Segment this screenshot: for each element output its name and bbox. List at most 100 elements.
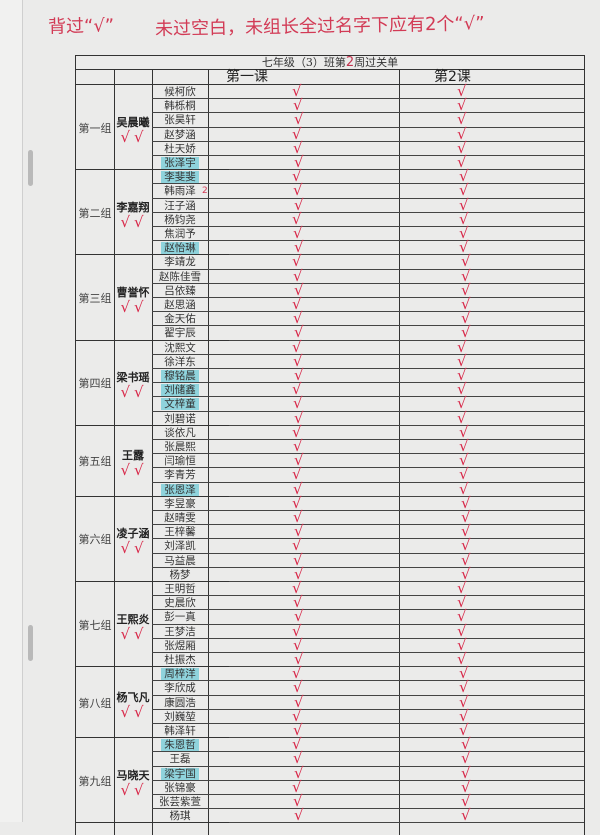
lesson1-check-mark: √ <box>294 195 304 214</box>
student-name: 谈依凡 <box>152 426 208 440</box>
student-name-text: 张泽宇 <box>161 157 199 169</box>
table-row: 韩栎桐 √ √ <box>152 96 584 115</box>
lesson2-check-mark: √ <box>459 451 469 470</box>
column-divider <box>152 69 153 835</box>
table-row: 王明哲 √ √ <box>152 579 584 597</box>
lesson1-check-mark: √ <box>293 792 303 810</box>
lesson1-check-mark: √ <box>292 536 302 555</box>
lesson1-check-mark: √ <box>293 394 303 413</box>
table-row: 刘泽凯 √ √ <box>152 536 584 555</box>
student-name-text: 杜天娇 <box>164 142 196 155</box>
group-leader: 王露 <box>122 449 144 463</box>
leader-check-marks: √√ <box>120 212 148 231</box>
table-row: 张晨熙 √ √ <box>152 437 584 455</box>
lesson2-check-mark: √ <box>457 153 467 171</box>
student-name-text: 彭一真 <box>164 611 196 624</box>
student-name: 赵晴雯 <box>152 511 208 525</box>
student-name: 李昱豪 <box>152 497 208 511</box>
student-name: 杜天娇 <box>152 142 208 156</box>
lesson1-check-mark: √ <box>294 238 304 257</box>
table-row: 徐洋东 √ √ <box>152 352 584 370</box>
lesson1-check-mark: √ <box>292 295 302 313</box>
table-row: 文梓童 √ √ <box>152 394 584 413</box>
lesson1-check-mark: √ <box>292 209 302 228</box>
lesson2-check-mark: √ <box>457 96 467 115</box>
student-name: 杨琪 <box>152 809 208 823</box>
week-number: 2 <box>345 55 355 70</box>
student-name: 吕依臻 <box>152 284 208 298</box>
lesson2-check-mark: √ <box>457 579 467 597</box>
table-row: 韩泽轩 √ √ <box>152 721 584 739</box>
student-name: 李斐斐 <box>152 170 208 184</box>
handwritten-note-left: 背过“√” <box>47 15 115 38</box>
student-name-text: 李昱豪 <box>164 497 196 510</box>
lesson2-check-mark: √ <box>461 266 471 285</box>
table-row: 张泽宇 √ √ <box>152 153 584 171</box>
table-row: 李青芳 √ √ <box>152 465 584 484</box>
table-row: 张昊轩 √ √ <box>152 110 584 128</box>
student-name: 杨梦 <box>152 568 208 582</box>
lesson2-check-mark: √ <box>459 664 469 683</box>
student-name: 赵梦涵 <box>152 128 208 142</box>
lesson1-check-mark: √ <box>293 550 303 569</box>
group-leader: 杨飞凡 <box>116 690 150 704</box>
student-name: 韩雨泽 <box>152 184 208 198</box>
binder-ring <box>28 625 33 661</box>
student-name: 王明哲 <box>152 582 208 596</box>
table-row: 穆铭晨 √ √ <box>152 366 584 384</box>
table-row: 翟宇辰 √ √ <box>152 323 584 341</box>
leader-check-marks: √√ <box>120 127 148 146</box>
title-prefix: 七年级（3）班第 <box>261 56 346 69</box>
student-name-text: 张昊轩 <box>164 114 196 127</box>
student-name: 梁宇国 <box>152 767 208 781</box>
student-name: 张芸紫萱 <box>152 795 208 809</box>
lesson1-check-mark: √ <box>292 82 302 100</box>
table-row: 张恩泽 √ √ <box>152 480 584 498</box>
lesson2-check-mark: √ <box>459 167 469 186</box>
lesson1-check-mark: √ <box>293 266 303 285</box>
lesson1-check-mark: √ <box>293 437 303 455</box>
table-row: 汪子涵 √ √ <box>152 195 584 214</box>
lesson2-check-mark: √ <box>461 550 471 569</box>
lesson2-check-mark: √ <box>459 209 469 228</box>
lesson2-check-mark: √ <box>461 309 471 328</box>
lesson1-check-mark: √ <box>293 635 303 654</box>
lesson1-check-mark: √ <box>294 408 304 427</box>
student-name: 刘巍堃 <box>152 710 208 724</box>
lesson2-check-mark: √ <box>459 465 469 484</box>
annotation: 2 <box>202 186 208 197</box>
student-name-text: 焦润予 <box>164 228 196 240</box>
lesson1-check-mark: √ <box>294 280 304 299</box>
table-row: 吕依臻 √ √ <box>152 280 584 299</box>
student-name: 张泽宇 <box>152 156 208 170</box>
lesson2-check-mark: √ <box>461 792 471 810</box>
lesson1-check-mark: √ <box>293 508 303 526</box>
student-name-text: 马益晨 <box>164 554 196 567</box>
table-row: 赵怡琳 √ √ <box>152 238 584 257</box>
lesson1-check-mark: √ <box>292 252 302 271</box>
lesson1-check-mark: √ <box>294 522 304 541</box>
lesson1-check-mark: √ <box>293 593 303 612</box>
student-name: 徐洋东 <box>152 355 208 369</box>
lesson1-check-mark: √ <box>293 181 303 200</box>
notebook-margin <box>0 0 23 822</box>
lesson1-check-mark: √ <box>292 422 302 441</box>
lesson1-check-mark: √ <box>294 763 304 782</box>
student-name-text: 周梓洋 <box>161 668 199 681</box>
student-name: 刘泽凯 <box>152 539 208 553</box>
lesson2-check-mark: √ <box>459 678 469 697</box>
group-leader: 凌子涵 <box>116 527 150 541</box>
group-name: 第三组 <box>78 291 112 305</box>
student-name-text: 谈依凡 <box>164 426 196 439</box>
student-name-text: 朱恩哲 <box>161 739 199 752</box>
leader-check-marks: √√ <box>120 297 148 316</box>
table-row: 王梦洁 √ √ <box>152 622 584 640</box>
student-name: 汪子涵 <box>152 199 208 213</box>
lesson2-check-mark: √ <box>457 650 467 668</box>
table-row: 闫瑜恒 √ √ <box>152 451 584 470</box>
student-name: 张煜厢 <box>152 639 208 653</box>
student-name-text: 张煜厢 <box>164 639 196 652</box>
lesson2-check-mark: √ <box>459 224 469 242</box>
student-name-text: 候柯欣 <box>164 86 196 98</box>
student-name-text: 杨钧尧 <box>164 213 196 226</box>
